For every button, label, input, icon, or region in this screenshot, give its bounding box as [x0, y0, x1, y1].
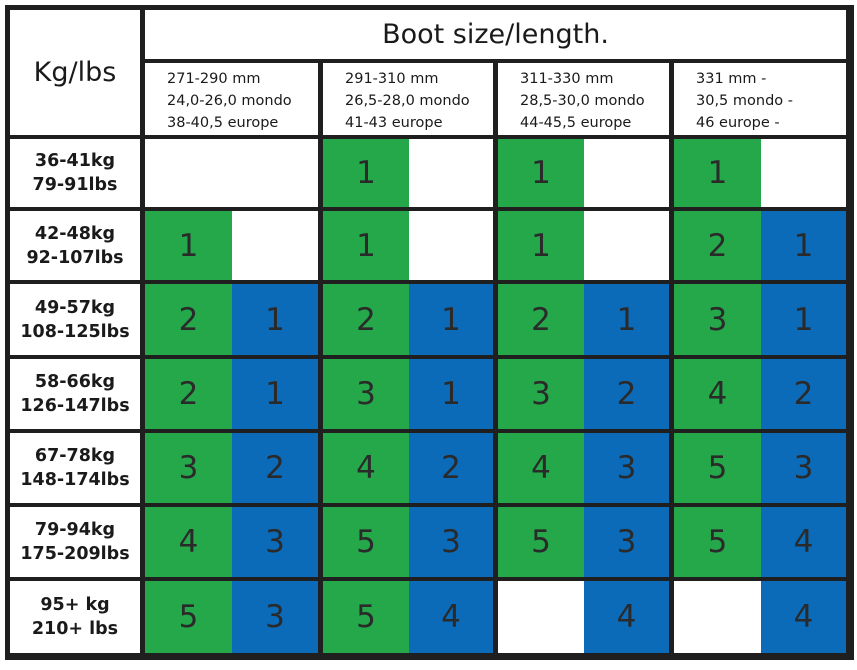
green-value-cell: 3 — [323, 359, 409, 429]
chart-title: Boot size/length. — [145, 10, 846, 59]
size-column-header: 331 mm - 30,5 mondo - 46 europe - — [674, 63, 846, 135]
green-value-cell: 5 — [145, 581, 232, 653]
size-mondo: 26,5-28,0 mondo — [345, 93, 470, 109]
blue-value-cell — [409, 211, 493, 280]
size-mondo: 30,5 mondo - — [696, 93, 793, 109]
green-value-cell: 1 — [498, 139, 584, 207]
weight-lbs: 210+ lbs — [31, 619, 119, 639]
blue-value-cell: 3 — [584, 433, 669, 503]
green-value-cell: 5 — [323, 507, 409, 577]
blue-value-cell: 2 — [232, 433, 318, 503]
green-value-cell: 5 — [674, 433, 761, 503]
weight-kg: 67-78kg — [34, 446, 116, 466]
weight-label: 79-94kg 175-209lbs — [10, 507, 140, 577]
blue-value-cell: 2 — [409, 433, 493, 503]
green-value-cell: 3 — [674, 284, 761, 355]
weight-lbs: 126-147lbs — [20, 396, 130, 416]
blue-value-cell: 1 — [232, 359, 318, 429]
blue-value-cell — [232, 139, 318, 207]
size-mm: 291-310 mm — [345, 71, 439, 87]
size-europe: 41-43 europe — [345, 115, 443, 131]
blue-value-cell: 1 — [232, 284, 318, 355]
weight-lbs: 108-125lbs — [20, 321, 130, 342]
green-value-cell — [498, 581, 584, 653]
green-value-cell: 2 — [323, 284, 409, 355]
blue-value-cell: 3 — [409, 507, 493, 577]
weight-label: 95+ kg 210+ lbs — [10, 581, 140, 653]
blue-value-cell: 1 — [761, 284, 846, 355]
blue-value-cell: 2 — [761, 359, 846, 429]
weight-label: 36-41kg 79-91lbs — [10, 139, 140, 207]
size-column-header: 311-330 mm 28,5-30,0 mondo 44-45,5 europe — [498, 63, 669, 135]
weight-label: 58-66kg 126-147lbs — [10, 359, 140, 429]
blue-value-cell: 1 — [409, 284, 493, 355]
weight-lbs: 148-174lbs — [20, 470, 130, 490]
weight-kg: 79-94kg — [34, 520, 116, 540]
blue-value-cell: 1 — [584, 284, 669, 355]
weight-kg: 49-57kg — [34, 297, 116, 318]
blue-value-cell: 4 — [584, 581, 669, 653]
green-value-cell: 3 — [145, 433, 232, 503]
blue-value-cell: 1 — [761, 211, 846, 280]
size-europe: 46 europe - — [696, 115, 780, 131]
size-column-header: 291-310 mm 26,5-28,0 mondo 41-43 europe — [323, 63, 493, 135]
size-mm: 271-290 mm — [167, 71, 261, 87]
green-value-cell: 2 — [674, 211, 761, 280]
blue-value-cell — [409, 139, 493, 207]
blue-value-cell: 3 — [584, 507, 669, 577]
weight-kg: 58-66kg — [34, 372, 116, 392]
blue-value-cell: 3 — [232, 507, 318, 577]
green-value-cell: 2 — [145, 359, 232, 429]
green-value-cell: 5 — [498, 507, 584, 577]
size-europe: 44-45,5 europe — [520, 115, 632, 131]
green-value-cell: 4 — [323, 433, 409, 503]
weight-label: 49-57kg 108-125lbs — [10, 284, 140, 355]
blue-value-cell — [584, 139, 669, 207]
green-value-cell: 4 — [674, 359, 761, 429]
weight-lbs: 92-107lbs — [26, 247, 124, 268]
blue-value-cell: 4 — [761, 507, 846, 577]
boot-size-chart: Kg/lbs Boot size/length. 271-290 mm 24,0-26… — [5, 5, 854, 660]
size-mm: 331 mm - — [696, 71, 767, 87]
green-value-cell: 1 — [323, 139, 409, 207]
green-value-cell — [145, 139, 232, 207]
green-value-cell: 1 — [498, 211, 584, 280]
green-value-cell: 1 — [323, 211, 409, 280]
green-value-cell: 2 — [145, 284, 232, 355]
weight-kg: 36-41kg — [34, 151, 116, 171]
size-europe: 38-40,5 europe — [167, 115, 279, 131]
size-mondo: 28,5-30,0 mondo — [520, 93, 645, 109]
size-mm: 311-330 mm — [520, 71, 614, 87]
weight-lbs: 79-91lbs — [32, 175, 118, 195]
blue-value-cell: 3 — [761, 433, 846, 503]
blue-value-cell: 4 — [761, 581, 846, 653]
green-value-cell: 5 — [323, 581, 409, 653]
weight-kg: 42-48kg — [34, 223, 116, 244]
blue-value-cell: 2 — [584, 359, 669, 429]
blue-value-cell — [761, 139, 846, 207]
green-value-cell — [674, 581, 761, 653]
weight-label: 67-78kg 148-174lbs — [10, 433, 140, 503]
blue-value-cell — [232, 211, 318, 280]
size-mondo: 24,0-26,0 mondo — [167, 93, 292, 109]
green-value-cell: 4 — [145, 507, 232, 577]
blue-value-cell: 3 — [232, 581, 318, 653]
green-value-cell: 2 — [498, 284, 584, 355]
corner-label: Kg/lbs — [10, 10, 140, 135]
green-value-cell: 1 — [145, 211, 232, 280]
weight-label: 42-48kg 92-107lbs — [10, 211, 140, 280]
weight-lbs: 175-209lbs — [20, 544, 130, 564]
green-value-cell: 1 — [674, 139, 761, 207]
size-column-header: 271-290 mm 24,0-26,0 mondo 38-40,5 europe — [145, 63, 318, 135]
green-value-cell: 5 — [674, 507, 761, 577]
green-value-cell: 4 — [498, 433, 584, 503]
blue-value-cell: 1 — [409, 359, 493, 429]
blue-value-cell — [584, 211, 669, 280]
weight-kg: 95+ kg — [40, 595, 110, 615]
green-value-cell: 3 — [498, 359, 584, 429]
blue-value-cell: 4 — [409, 581, 493, 653]
